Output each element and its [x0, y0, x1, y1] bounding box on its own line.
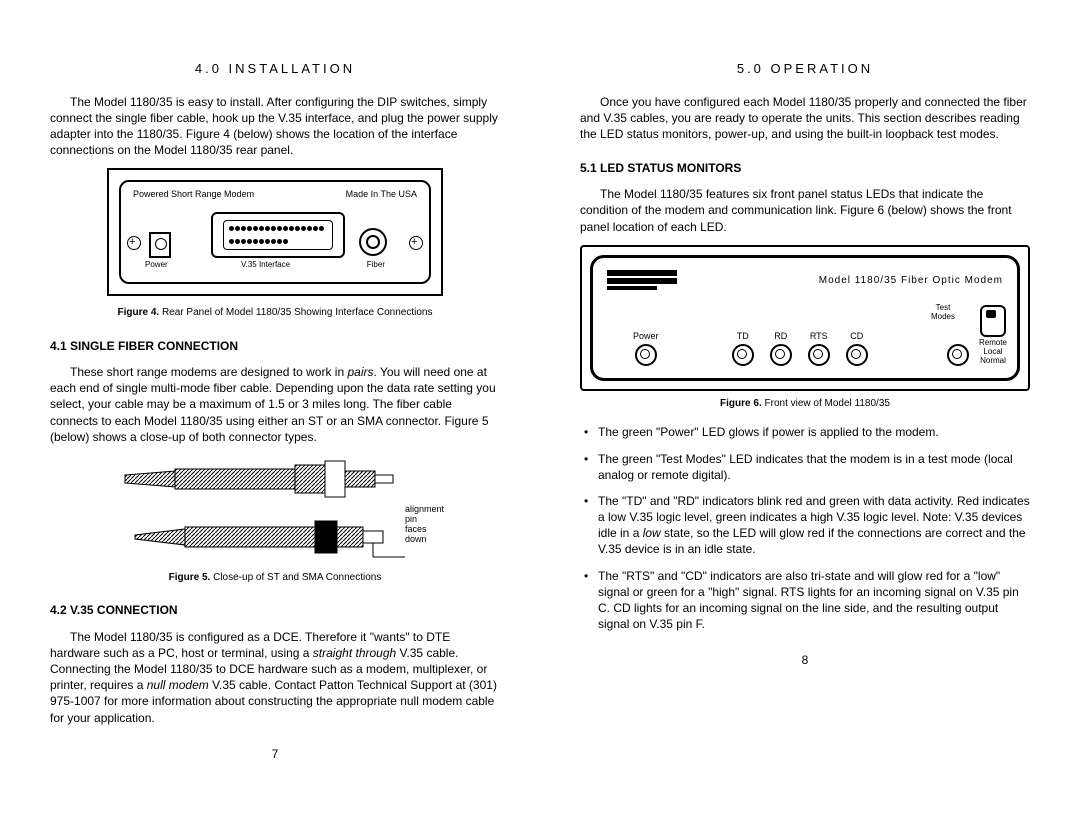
- fiber-connector-icon: [359, 228, 387, 256]
- section-4-2-heading: 4.2 V.35 CONNECTION: [50, 602, 500, 618]
- power-jack-icon: [149, 232, 171, 258]
- section-4-intro: The Model 1180/35 is easy to install. Af…: [50, 94, 500, 159]
- section-4-1-heading: 4.1 SINGLE FIBER CONNECTION: [50, 338, 500, 354]
- led-cd: CD: [846, 332, 868, 366]
- figure-5-caption: Figure 5. Close-up of ST and SMA Connect…: [50, 571, 500, 585]
- mode-switch-icon: Remote Local Normal: [979, 305, 1007, 365]
- section-5-1-para: The Model 1180/35 features six front pan…: [580, 186, 1030, 235]
- power-label: Power: [145, 260, 168, 271]
- model-label: Model 1180/35 Fiber Optic Modem: [819, 274, 1003, 288]
- st-connector-icon: [115, 455, 435, 503]
- screw-icon: [127, 236, 141, 250]
- front-panel-diagram: Model 1180/35 Fiber Optic Modem Test Mod…: [590, 255, 1020, 381]
- page-spread: 4.0 INSTALLATION The Model 1180/35 is ea…: [50, 60, 1030, 762]
- led-test-modes: [947, 332, 969, 366]
- figure-5: alignment pinfaces down: [115, 455, 435, 561]
- bullet-test: •The green "Test Modes" LED indicates th…: [580, 451, 1030, 483]
- led-power: Power: [633, 332, 659, 366]
- rear-label-right: Made In The USA: [346, 188, 417, 200]
- figure-6-caption: Figure 6. Front view of Model 1180/35: [580, 397, 1030, 411]
- section-5-title: 5.0 OPERATION: [580, 60, 1030, 78]
- page-number-left: 7: [50, 746, 500, 762]
- left-page: 4.0 INSTALLATION The Model 1180/35 is ea…: [50, 60, 500, 762]
- right-page: 5.0 OPERATION Once you have configured e…: [580, 60, 1030, 762]
- section-4-title: 4.0 INSTALLATION: [50, 60, 500, 78]
- led-rts: RTS: [808, 332, 830, 366]
- v35-connector-icon: [211, 212, 345, 258]
- led-rd: RD: [770, 332, 792, 366]
- page-number-right: 8: [580, 652, 1030, 668]
- led-row: Power TD RD RTS CD Remote Local Normal: [593, 305, 1017, 365]
- v35-label: V.35 Interface: [241, 260, 290, 271]
- section-5-intro: Once you have configured each Model 1180…: [580, 94, 1030, 143]
- figure-4: Powered Short Range Modem Made In The US…: [107, 168, 443, 296]
- fiber-label: Fiber: [367, 260, 385, 271]
- figure-4-caption: Figure 4. Rear Panel of Model 1180/35 Sh…: [50, 306, 500, 320]
- alignment-pin-annotation: alignment pinfaces down: [405, 505, 444, 545]
- figure-6: Model 1180/35 Fiber Optic Modem Test Mod…: [580, 245, 1030, 391]
- bullet-td-rd: •The "TD" and "RD" indicators blink red …: [580, 493, 1030, 558]
- section-4-2-para: The Model 1180/35 is configured as a DCE…: [50, 629, 500, 726]
- brand-logo-icon: [607, 268, 697, 294]
- sma-connector-icon: [115, 513, 435, 561]
- section-5-1-heading: 5.1 LED STATUS MONITORS: [580, 160, 1030, 176]
- rear-label-left: Powered Short Range Modem: [133, 188, 254, 200]
- rear-panel-diagram: Powered Short Range Modem Made In The US…: [119, 180, 431, 284]
- led-td: TD: [732, 332, 754, 366]
- bullet-power: •The green "Power" LED glows if power is…: [580, 424, 1030, 440]
- screw-icon: [409, 236, 423, 250]
- section-4-1-para: These short range modems are designed to…: [50, 364, 500, 445]
- bullet-rts-cd: •The "RTS" and "CD" indicators are also …: [580, 568, 1030, 633]
